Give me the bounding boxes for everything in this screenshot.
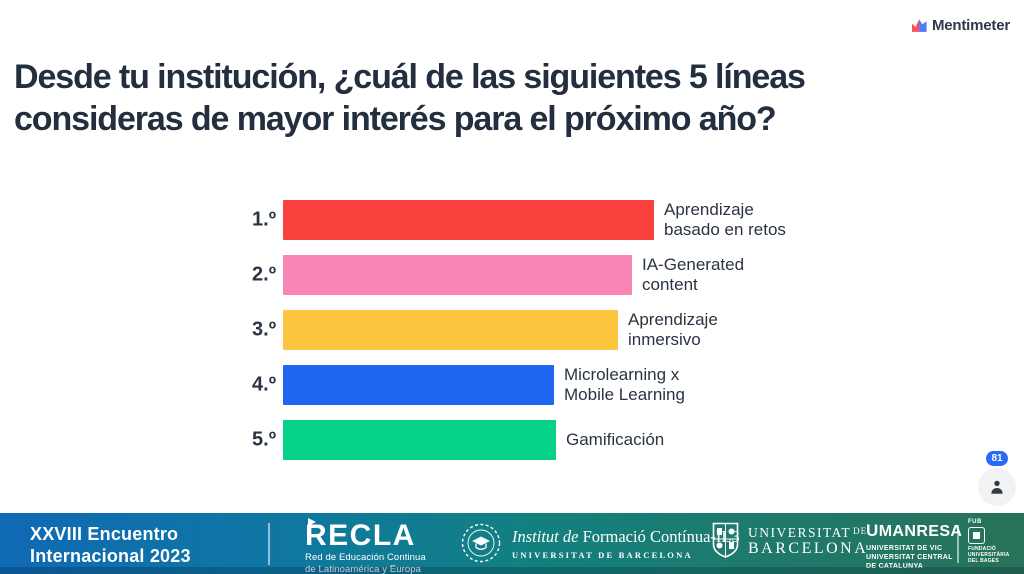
ub-line-1: UNIVERSITAT DE <box>748 524 868 540</box>
umanresa-initial: U <box>866 521 879 540</box>
il3-name: Institut de Formació Contínua-IL3 <box>512 527 740 547</box>
umanresa-line-3: DE CATALUNYA <box>866 563 924 570</box>
footer: XXVIII Encuentro Internacional 2023 RECL… <box>0 513 1024 574</box>
fub-line-3: DEL BAGES <box>968 558 999 564</box>
rank-label: 5.º <box>252 428 276 451</box>
recla-tagline: Red de Educación Continua de Latinoaméri… <box>305 552 426 574</box>
bar-label: Aprendizaje basado en retos <box>664 200 786 239</box>
mentimeter-icon <box>911 19 927 32</box>
umanresa-line-2: UNIVERSITAT CENTRAL <box>866 554 953 561</box>
ub-universitat: UNIVERSITAT <box>748 524 852 540</box>
il3-crest-icon <box>461 523 501 563</box>
fub-logo: FUB FUNDACIÓ UNIVERSITÀRIA DEL BAGES <box>968 519 1014 564</box>
umanresa-line-1: UNIVERSITAT DE VIC <box>866 545 943 552</box>
event-title-line-1: XXVIII Encuentro <box>30 524 179 544</box>
ub-line-2: BARCELONA <box>748 539 869 557</box>
il3-text: Institut de Formació Contínua-IL3 UNIVER… <box>512 527 740 560</box>
recla-tagline-line-2: de Latinoamérica y Europa <box>305 563 422 574</box>
rank-label: 4.º <box>252 373 276 396</box>
umanresa-sublines: UNIVERSITAT DE VIC UNIVERSITAT CENTRAL D… <box>866 544 962 571</box>
umanresa-name: UMANRESA <box>866 522 962 540</box>
umanresa-rest: MANRESA <box>878 523 963 540</box>
bar-label: Aprendizaje inmersivo <box>628 310 718 349</box>
chart-row: 4.º Microlearning x Mobile Learning <box>0 365 1024 405</box>
il3-name-italic: Institut de <box>512 526 579 546</box>
participants-circle <box>978 468 1016 506</box>
chart-row: 3.º Aprendizaje inmersivo <box>0 310 1024 350</box>
bar-label: Microlearning x Mobile Learning <box>564 365 685 404</box>
recla-triangle-icon <box>308 518 316 526</box>
person-icon <box>991 480 1003 494</box>
rank-label: 3.º <box>252 318 276 341</box>
recla-name: RECLA <box>305 519 416 552</box>
rank-bar <box>283 365 554 405</box>
il3-subline: UNIVERSITAT DE BARCELONA <box>512 549 693 560</box>
ub-text: UNIVERSITAT DE BARCELONA <box>748 524 868 558</box>
recla-tagline-line-1: Red de Educación Continua <box>305 552 426 563</box>
rank-bar <box>283 420 556 460</box>
ub-crest-icon <box>712 522 739 558</box>
participants-count-badge: 81 <box>986 451 1008 466</box>
ub-logo: UNIVERSITAT DE BARCELONA <box>712 522 868 559</box>
rank-bar <box>283 255 632 295</box>
question-title-line-1: Desde tu institución, ¿cuál de las sigui… <box>14 58 806 96</box>
il3-logo: Institut de Formació Contínua-IL3 UNIVER… <box>460 522 740 564</box>
bar-label: IA-Generated content <box>642 255 745 294</box>
footer-divider-1 <box>268 523 270 565</box>
rank-bar <box>283 310 618 350</box>
event-title-line-2: Internacional 2023 <box>30 546 191 566</box>
question-title: Desde tu institución, ¿cuál de las sigui… <box>14 56 934 140</box>
recla-logo: RECLA Red de Educación Continua de Latin… <box>305 517 426 574</box>
fub-line-1: FUNDACIÓ <box>968 546 996 552</box>
question-title-line-2: consideras de mayor interés para el próx… <box>14 100 777 138</box>
ub-de: DE <box>853 525 868 536</box>
footer-divider-2 <box>957 525 959 563</box>
umanresa-logo: UMANRESA UNIVERSITAT DE VIC UNIVERSITAT … <box>866 522 962 571</box>
fub-sublines: FUNDACIÓ UNIVERSITÀRIA DEL BAGES <box>968 546 1014 564</box>
rank-bar <box>283 200 654 240</box>
rank-label: 2.º <box>252 263 276 286</box>
il3-name-rest: Formació Contínua-IL3 <box>578 526 740 546</box>
ranking-chart: 1.º Aprendizaje basado en retos 2.º IA-Gener… <box>0 200 1024 480</box>
mentimeter-wordmark: Mentimeter <box>931 17 1010 34</box>
fub-square-icon <box>968 527 985 544</box>
chart-row: 2.º IA-Generated content <box>0 255 1024 295</box>
fub-abbr: FUB <box>968 519 982 525</box>
fub-line-2: UNIVERSITÀRIA <box>968 552 1010 558</box>
bar-label: Gamificación <box>566 430 665 449</box>
event-title: XXVIII Encuentro Internacional 2023 <box>30 523 191 567</box>
mentimeter-logo[interactable]: Mentimeter <box>911 17 1010 34</box>
participants-indicator[interactable]: 81 <box>977 448 1019 508</box>
rank-label: 1.º <box>252 208 276 231</box>
chart-row: 5.º Gamificación <box>0 420 1024 460</box>
chart-row: 1.º Aprendizaje basado en retos <box>0 200 1024 240</box>
